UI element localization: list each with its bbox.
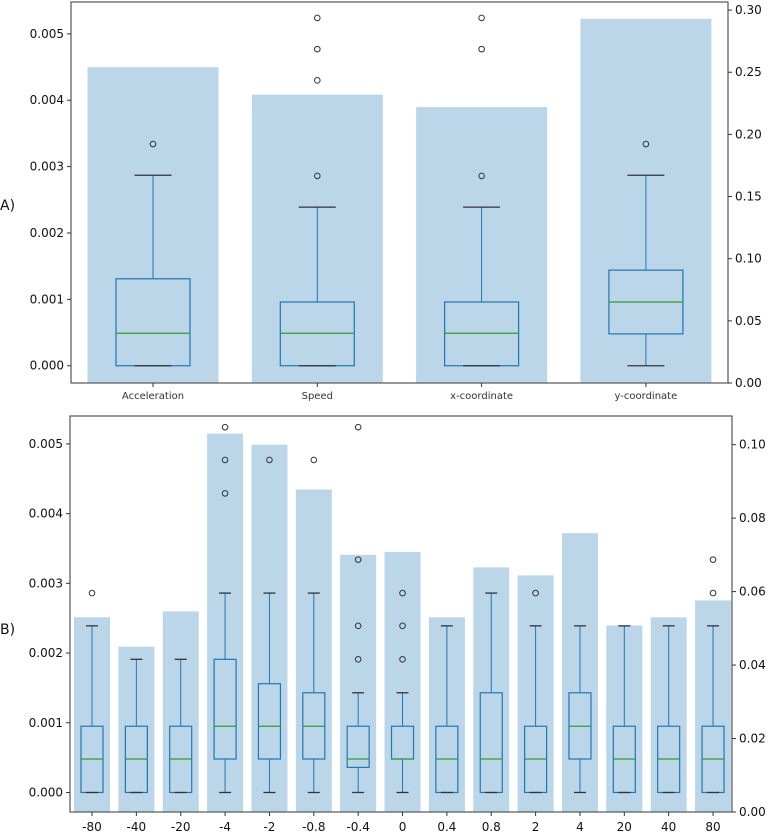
outlier-point xyxy=(314,77,321,84)
outlier-point xyxy=(399,656,406,663)
right-tick-label: 0.00 xyxy=(739,805,766,819)
x-tick-label: Acceleration xyxy=(122,391,184,402)
outlier-point xyxy=(314,45,321,53)
boxplot-x-coordinate xyxy=(444,14,520,367)
right-tick-label: 0.04 xyxy=(739,658,766,672)
x-tick-label: 40 xyxy=(661,820,676,834)
outlier-point xyxy=(399,589,406,597)
right-tick-label: 0.02 xyxy=(739,732,766,746)
right-tick-label: 0.05 xyxy=(735,314,762,328)
panel-label: A) xyxy=(0,198,15,214)
box xyxy=(346,725,370,768)
box xyxy=(213,658,237,760)
x-tick-label: -80 xyxy=(82,820,102,834)
x-tick-label: 80 xyxy=(705,820,720,834)
outlier-point xyxy=(88,589,96,597)
x-tick-label: 0.4 xyxy=(437,820,456,834)
outlier-point xyxy=(354,656,362,663)
boxplot--2 xyxy=(257,456,282,794)
left-tick-label: 0.000 xyxy=(30,359,64,373)
boxplot-40 xyxy=(657,625,681,794)
left-tick-label: 0.001 xyxy=(30,292,64,306)
right-tick-label: 0.20 xyxy=(735,127,762,141)
boxplot--20 xyxy=(169,658,193,794)
left-tick-label: 0.001 xyxy=(29,716,63,730)
boxplot--80 xyxy=(80,589,104,794)
x-tick-label: 0.8 xyxy=(482,820,501,834)
x-tick-label: y-coordinate xyxy=(615,391,678,402)
x-tick-label: 2 xyxy=(532,820,540,834)
right-tick-label: 0.08 xyxy=(739,511,766,525)
right-tick-label: 0.10 xyxy=(739,438,766,452)
left-tick-label: 0.005 xyxy=(30,27,64,41)
outlier-point xyxy=(221,423,229,431)
outlier-point xyxy=(478,14,485,22)
outlier-point xyxy=(709,589,717,597)
x-tick-label: -4 xyxy=(219,820,231,834)
left-tick-label: 0.003 xyxy=(29,576,63,590)
boxplot--40 xyxy=(124,658,148,794)
right-tick-label: 0.15 xyxy=(735,190,762,204)
right-tick-label: 0.10 xyxy=(735,252,762,266)
left-tick-label: 0.003 xyxy=(30,160,64,174)
outlier-point xyxy=(354,622,362,630)
x-tick-label: Speed xyxy=(302,391,333,402)
box xyxy=(257,683,282,760)
x-tick-label: -0.4 xyxy=(346,820,369,834)
panel-label: B) xyxy=(0,622,15,638)
outlier-point xyxy=(266,456,273,464)
left-tick-label: 0.004 xyxy=(30,93,64,107)
boxplot-4 xyxy=(568,625,592,794)
outlier-point xyxy=(478,45,485,53)
x-tick-label: -40 xyxy=(127,820,147,834)
outlier-point xyxy=(642,140,650,148)
outlier-point xyxy=(149,140,157,148)
left-tick-label: 0.005 xyxy=(29,437,63,451)
outlier-point xyxy=(354,423,362,431)
boxplot--0.8 xyxy=(302,456,326,794)
left-tick-label: 0.002 xyxy=(29,646,63,660)
plot-frame xyxy=(70,1,729,384)
outlier-point xyxy=(221,490,229,497)
outlier-point xyxy=(354,556,362,563)
outlier-point xyxy=(478,172,485,180)
x-tick-label: -0.8 xyxy=(302,820,325,834)
x-tick-label: -2 xyxy=(263,820,275,834)
right-tick-label: 0.25 xyxy=(735,65,762,79)
outlier-point xyxy=(310,456,318,464)
panel-a: 0.000 0.001 0.002 0.003 0.004 0.005 0.00 0.05 0.… xyxy=(0,1,762,402)
right-tick-label: 0.06 xyxy=(739,585,766,599)
outlier-point xyxy=(399,622,406,630)
outlier-point xyxy=(221,456,229,464)
outlier-point xyxy=(532,589,539,597)
outlier-point xyxy=(314,14,321,22)
x-tick-label: 0 xyxy=(399,820,407,834)
boxplot-80 xyxy=(701,556,725,794)
outlier-point xyxy=(709,556,717,563)
x-tick-label: x-coordinate xyxy=(450,391,513,402)
right-tick-label: 0.00 xyxy=(735,376,762,390)
left-tick-label: 0.002 xyxy=(30,226,64,240)
boxplot-0.8 xyxy=(479,592,503,794)
boxplot-2 xyxy=(523,589,548,794)
boxplot-y-coordinate xyxy=(608,140,684,367)
boxplot-Speed xyxy=(279,14,355,367)
boxplot--4 xyxy=(213,423,237,794)
right-tick-label: 0.30 xyxy=(735,3,762,17)
boxplot-20 xyxy=(612,625,636,794)
x-tick-label: 4 xyxy=(576,820,584,834)
boxplot-Acceleration xyxy=(115,140,191,367)
x-tick-label: -20 xyxy=(171,820,191,834)
x-tick-label: 20 xyxy=(617,820,632,834)
panel-b: 0.000 0.001 0.002 0.003 0.004 0.005 0.00 0.02 0.… xyxy=(0,415,766,834)
boxplot-0 xyxy=(390,589,415,794)
plot-frame xyxy=(69,415,733,813)
outlier-point xyxy=(314,172,321,180)
left-tick-label: 0.000 xyxy=(29,785,63,799)
left-tick-label: 0.004 xyxy=(29,507,63,521)
boxplot-0.4 xyxy=(435,625,459,794)
boxplot--0.4 xyxy=(346,423,370,794)
